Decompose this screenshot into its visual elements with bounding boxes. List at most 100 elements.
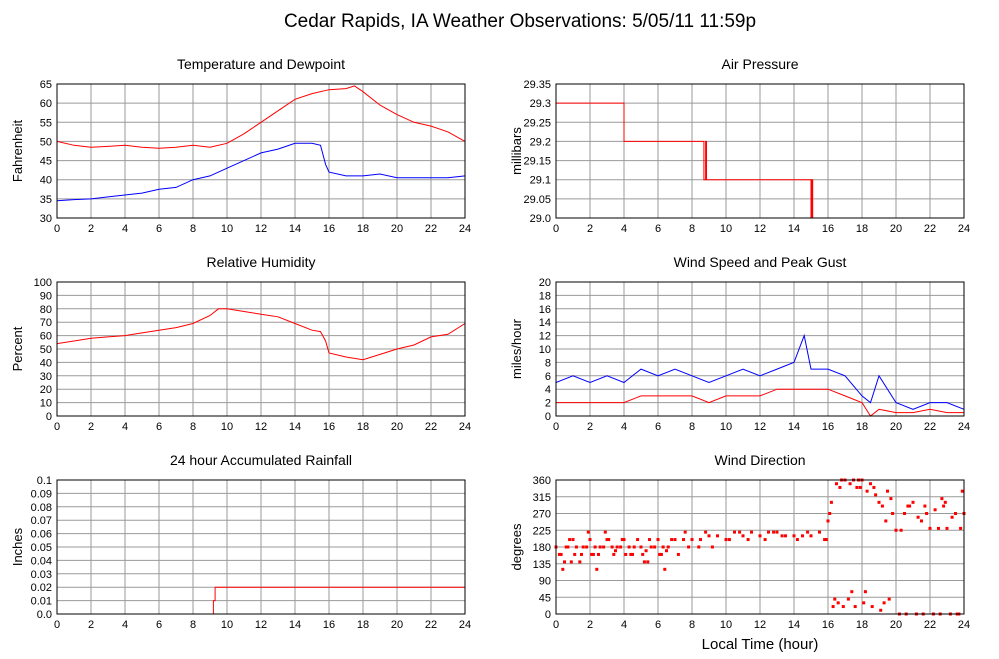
y-tick-label: 29.05 <box>523 194 551 206</box>
x-tick-label: 18 <box>357 619 369 631</box>
plot-frame <box>555 83 965 219</box>
data-point <box>639 545 643 549</box>
y-tick-label: 60 <box>40 98 52 110</box>
y-tick-label: 29.2 <box>530 136 551 148</box>
y-tick-label: 0.1 <box>37 475 52 487</box>
data-point <box>741 534 745 538</box>
x-tick-label: 22 <box>425 223 437 235</box>
x-tick-label: 10 <box>720 619 732 631</box>
y-tick-label: 225 <box>533 525 551 537</box>
x-tick-label: 8 <box>689 421 695 433</box>
x-tick-label: 4 <box>621 223 627 235</box>
data-point <box>687 545 691 549</box>
y-tick-label: 4 <box>545 384 551 396</box>
x-tick-label: 4 <box>122 421 128 433</box>
data-point <box>676 552 680 556</box>
y-tick-label: 30 <box>40 213 52 225</box>
data-point <box>916 515 920 519</box>
x-tick-label: 12 <box>255 421 267 433</box>
data-point <box>559 552 563 556</box>
y-tick-label: 90 <box>40 290 52 302</box>
x-tick-label: 20 <box>391 619 403 631</box>
y-tick-label: 2 <box>545 398 551 410</box>
data-point <box>960 489 964 493</box>
data-point <box>656 538 660 542</box>
data-point <box>631 552 634 556</box>
x-tick-label: 10 <box>221 223 233 235</box>
data-point <box>661 545 665 549</box>
y-tick-label: 29.35 <box>523 79 551 91</box>
chart-title: Relative Humidity <box>207 254 316 270</box>
x-tick-label: 2 <box>88 421 94 433</box>
x-tick-label: 0 <box>54 421 60 433</box>
x-tick-label: 14 <box>289 421 301 433</box>
x-tick-label: 18 <box>856 619 868 631</box>
y-tick-label: 0.09 <box>31 488 52 500</box>
data-point <box>853 605 857 609</box>
x-tick-label: 6 <box>655 421 661 433</box>
plot-frame <box>555 479 965 615</box>
y-tick-label: 100 <box>34 277 52 289</box>
data-point <box>619 545 623 549</box>
data-point <box>954 512 957 515</box>
data-point <box>750 530 753 534</box>
y-tick-label: 30 <box>40 371 52 383</box>
x-tick-label: 10 <box>720 421 732 433</box>
data-point <box>809 534 813 538</box>
x-tick-label: 4 <box>122 223 128 235</box>
x-tick-label: 14 <box>788 619 800 631</box>
x-tick-label: 8 <box>190 619 196 631</box>
data-point <box>659 552 663 556</box>
y-tick-label: 40 <box>40 175 52 187</box>
y-tick-label: 55 <box>40 117 52 129</box>
x-tick-label: 8 <box>190 421 196 433</box>
data-point <box>838 485 842 489</box>
x-tick-label: 20 <box>391 421 403 433</box>
plot-frame <box>56 83 466 219</box>
y-tick-label: 29.1 <box>530 175 551 187</box>
x-tick-label: 16 <box>822 619 834 631</box>
data-point <box>848 482 852 486</box>
data-point <box>603 530 607 534</box>
chart-title: Temperature and Dewpoint <box>177 56 345 72</box>
x-tick-label: 24 <box>958 619 970 631</box>
data-point <box>557 552 561 556</box>
data-point <box>580 552 583 556</box>
y-tick-label: 20 <box>40 384 52 396</box>
y-tick-label: 29.0 <box>530 213 551 225</box>
x-tick-label: 20 <box>890 619 902 631</box>
y-axis-label: Percent <box>10 326 25 371</box>
series-line-1 <box>56 142 466 202</box>
x-tick-label: 8 <box>190 223 196 235</box>
data-point <box>959 526 963 530</box>
data-point <box>920 519 923 523</box>
data-point <box>792 534 796 538</box>
x-tick-label: 6 <box>156 619 162 631</box>
data-point <box>836 601 840 605</box>
y-tick-label: 10 <box>539 344 551 356</box>
y-tick-label: 8 <box>545 357 551 369</box>
data-point <box>636 538 640 542</box>
data-point <box>646 560 650 564</box>
data-point <box>925 512 929 515</box>
data-point <box>906 504 910 508</box>
y-tick-label: 0 <box>545 609 551 621</box>
data-point <box>605 538 609 542</box>
data-point <box>943 500 947 504</box>
data-point <box>590 552 594 556</box>
data-point <box>899 528 903 532</box>
x-tick-label: 24 <box>459 421 471 433</box>
x-tick-label: 24 <box>459 223 471 235</box>
x-tick-label: 22 <box>425 421 437 433</box>
data-point <box>767 530 770 534</box>
data-point <box>942 504 946 508</box>
x-tick-label: 18 <box>357 223 369 235</box>
y-tick-label: 29.3 <box>530 98 551 110</box>
data-point <box>561 567 565 571</box>
y-axis-label: degrees <box>509 523 524 570</box>
data-point <box>824 538 828 542</box>
data-point <box>697 545 701 549</box>
